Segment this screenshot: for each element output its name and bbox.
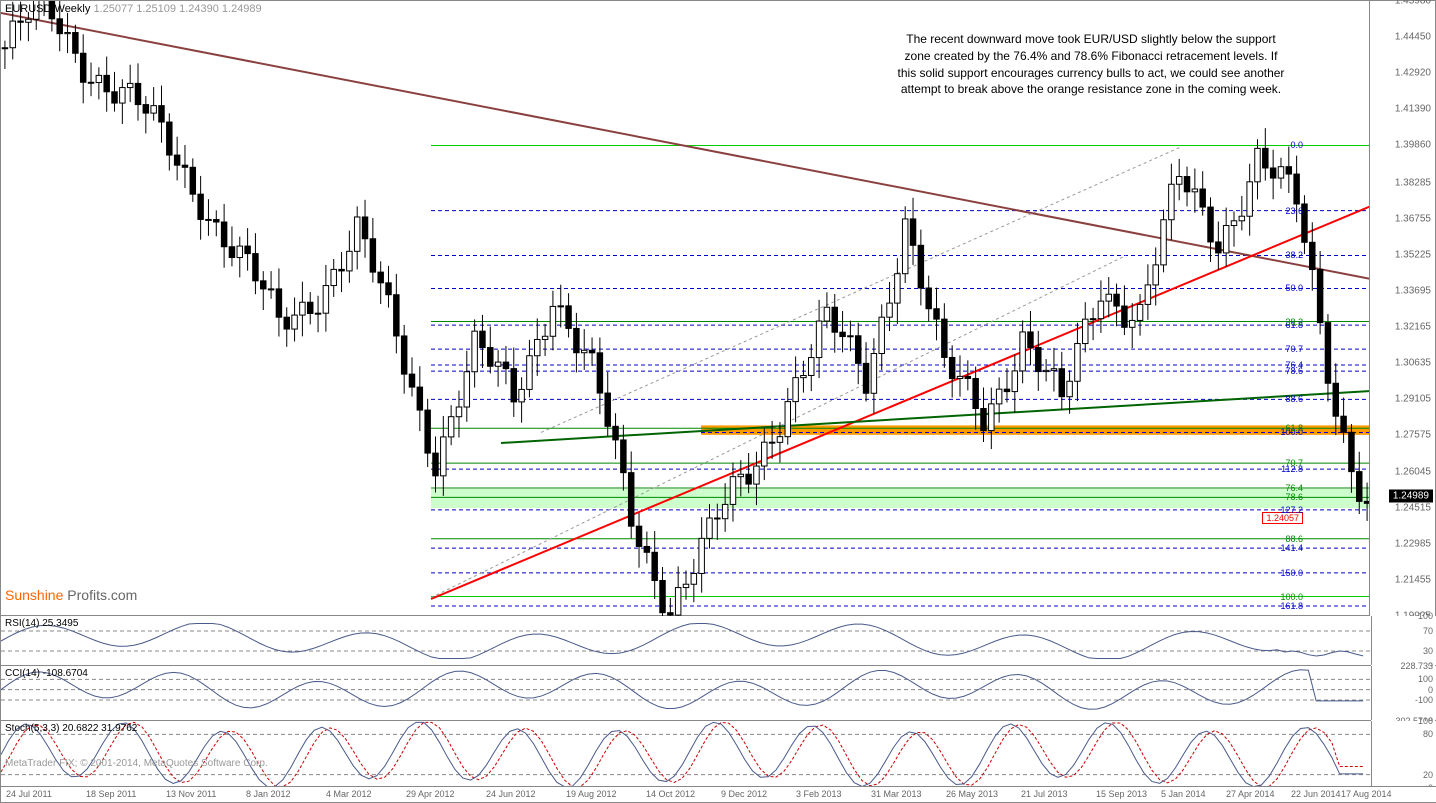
cci-axis: 228.7331000-100-302.5718 [1371,666,1436,720]
cci-indicator[interactable]: CCI(14) -108.6704 228.7331000-100-302.57… [1,666,1371,721]
stoch-canvas [1,721,1371,788]
annotation-text: The recent downward move took EUR/USD sl… [896,31,1286,98]
cci-label: CCI(14) -108.6704 [5,668,88,679]
chart-container: EURUSD,Weekly 1.25077 1.25109 1.24390 1.… [1,1,1435,802]
cci-canvas [1,666,1371,721]
stoch-label: Stoch(5,3,3) 20.6822 31.9762 [5,723,137,734]
stoch-indicator[interactable]: Stoch(5,3,3) 20.6822 31.9762 10080200 Me… [1,721,1371,788]
symbol-label: EURUSD,Weekly [5,3,90,15]
time-axis: 24 Jul 201118 Sep 201113 Nov 20118 Jan 2… [1,786,1436,802]
watermark-sunshine: Sunshine [5,587,63,603]
stoch-axis: 10080200 [1371,721,1436,787]
watermark: Sunshine Profits.com [5,587,137,603]
watermark-profits: Profits.com [67,587,137,603]
rsi-indicator[interactable]: RSI(14) 25.3495 10070300 [1,616,1371,666]
rsi-canvas [1,616,1371,666]
price-chart[interactable]: EURUSD,Weekly 1.25077 1.25109 1.24390 1.… [1,1,1371,616]
ohlc-label: 1.25077 1.25109 1.24390 1.24989 [93,3,261,15]
chart-header: EURUSD,Weekly 1.25077 1.25109 1.24390 1.… [5,3,262,15]
rsi-label: RSI(14) 25.3495 [5,618,78,629]
price-axis: 1.459801.444501.429201.413901.398601.382… [1369,1,1435,616]
rsi-axis: 10070300 [1371,616,1436,665]
copyright: MetaTrader FIX; © 2001-2014, MetaQuotes … [5,758,268,769]
